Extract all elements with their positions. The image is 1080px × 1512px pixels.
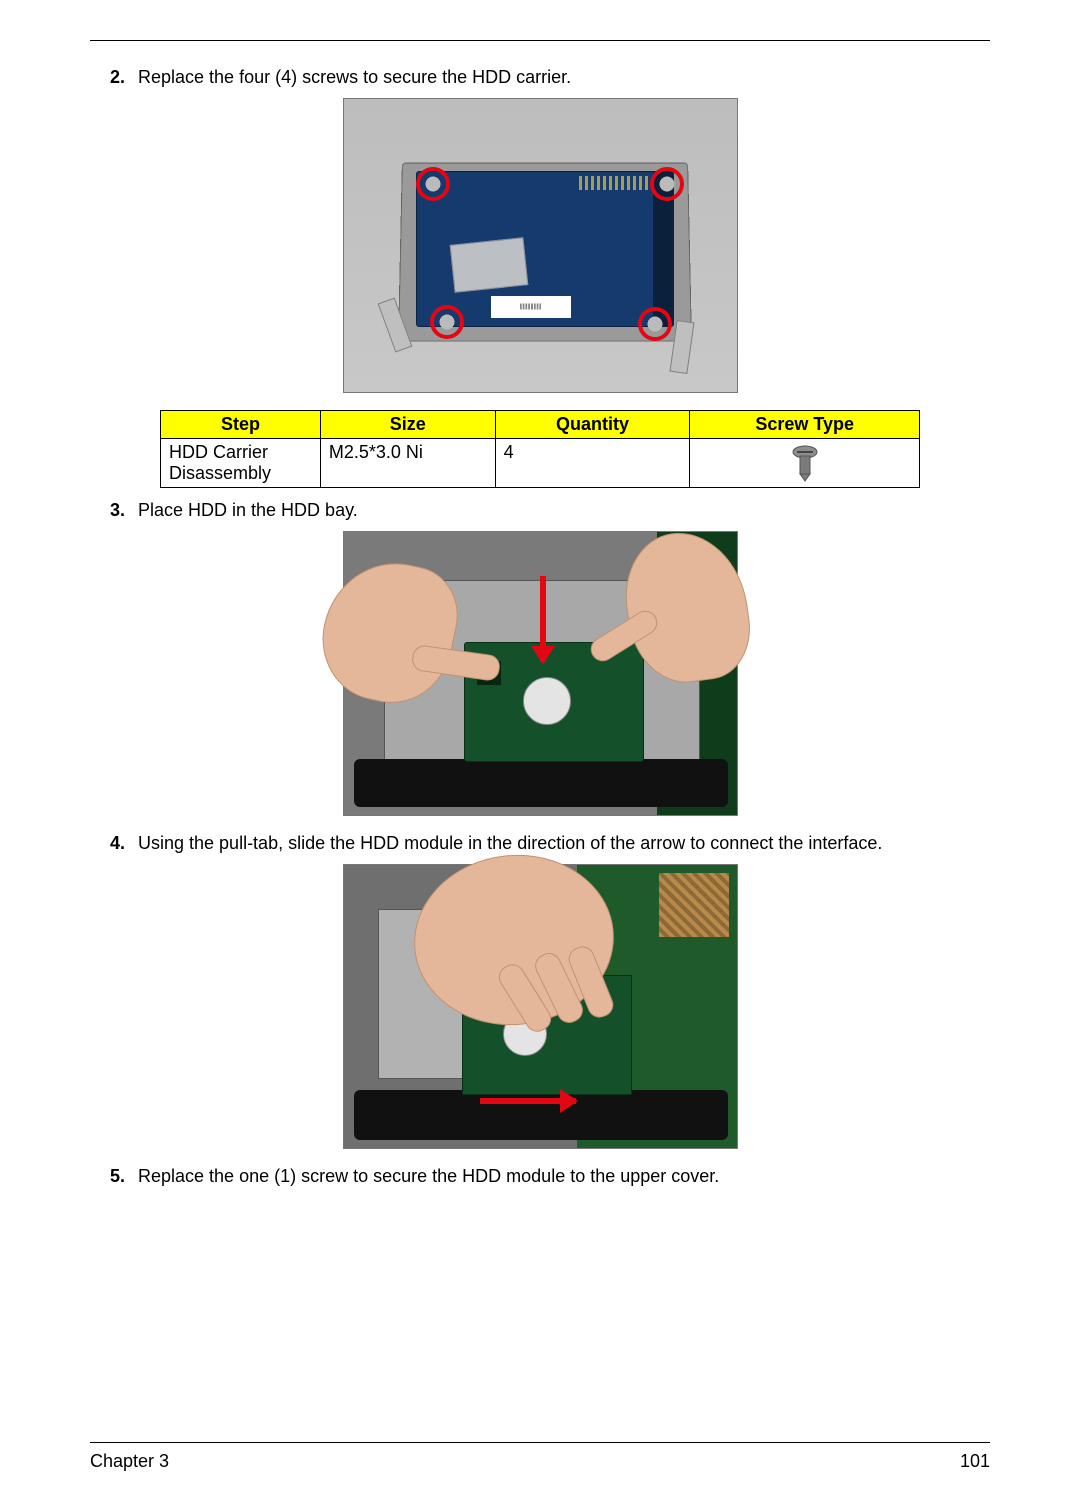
step-2: 2. Replace the four (4) screws to secure… [110, 67, 990, 88]
hdd-sticker: |||||||||||||| [491, 296, 571, 318]
laptop-chassis [354, 759, 728, 807]
pcb-gold-fingers [579, 176, 649, 190]
screw-marker-icon [430, 305, 464, 339]
td-size: M2.5*3.0 Ni [320, 439, 495, 488]
td-screw-type [690, 439, 920, 488]
step-5: 5. Replace the one (1) screw to secure t… [110, 1166, 990, 1187]
step-2-number: 2. [110, 67, 138, 88]
figure-1-hdd-carrier: |||||||||||||| [343, 98, 738, 393]
hdd-spindle [523, 677, 571, 725]
th-step: Step [161, 411, 321, 439]
top-rule [90, 40, 990, 41]
step-3-text: Place HDD in the HDD bay. [138, 500, 990, 521]
screw-icon [788, 444, 822, 482]
screw-marker-icon [650, 167, 684, 201]
screw-spec-table: Step Size Quantity Screw Type HDD Carrie… [160, 410, 920, 488]
th-quantity: Quantity [495, 411, 690, 439]
figure-2-place-hdd [343, 531, 738, 816]
page-footer: Chapter 3 101 [90, 1432, 990, 1472]
th-size: Size [320, 411, 495, 439]
footer-chapter: Chapter 3 [90, 1451, 169, 1472]
figure-3-wrap [90, 864, 990, 1154]
figure-3-slide-hdd [343, 864, 738, 1149]
step-4-text: Using the pull-tab, slide the HDD module… [138, 833, 990, 854]
step-5-number: 5. [110, 1166, 138, 1187]
step-5-text: Replace the one (1) screw to secure the … [138, 1166, 990, 1187]
step-3-number: 3. [110, 500, 138, 521]
figure-1-wrap: |||||||||||||| [90, 98, 990, 398]
bottom-rule [90, 1442, 990, 1443]
td-step: HDD Carrier Disassembly [161, 439, 321, 488]
arrow-down-icon [540, 576, 546, 662]
arrow-right-icon [480, 1098, 576, 1104]
step-2-text: Replace the four (4) screws to secure th… [138, 67, 990, 88]
heatsink [659, 873, 729, 937]
screw-marker-icon [638, 307, 672, 341]
screw-marker-icon [416, 167, 450, 201]
table-row: HDD Carrier Disassembly M2.5*3.0 Ni 4 [161, 439, 920, 488]
figure-2-wrap [90, 531, 990, 821]
th-screw-type: Screw Type [690, 411, 920, 439]
pull-tab [449, 237, 528, 292]
step-3: 3. Place HDD in the HDD bay. [110, 500, 990, 521]
step-4: 4. Using the pull-tab, slide the HDD mod… [110, 833, 990, 854]
table-header-row: Step Size Quantity Screw Type [161, 411, 920, 439]
td-quantity: 4 [495, 439, 690, 488]
footer-page-number: 101 [960, 1451, 990, 1472]
step-4-number: 4. [110, 833, 138, 854]
